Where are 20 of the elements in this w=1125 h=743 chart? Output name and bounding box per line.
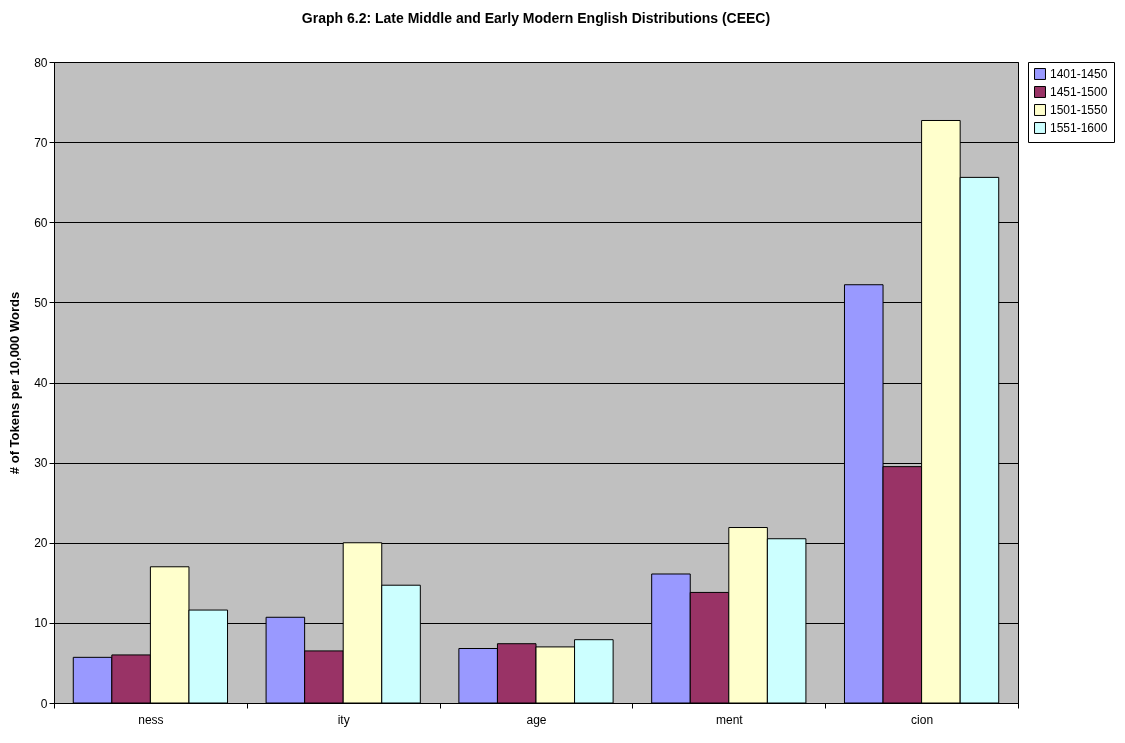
x-tick-label: age (526, 712, 547, 727)
y-tick-label: 10 (34, 616, 48, 631)
y-axis-title: # of Tokens per 10,000 Words (7, 291, 23, 475)
y-tick-label: 20 (34, 536, 48, 551)
legend-label: 1451-1500 (1050, 85, 1108, 99)
y-tick-label: 80 (34, 55, 48, 70)
y-tick-label: 0 (40, 696, 48, 711)
x-tick-label: ment (715, 712, 744, 727)
y-tick-label: 40 (34, 376, 48, 390)
y-tick-label: 30 (34, 456, 48, 471)
x-tick-label: cion (911, 712, 934, 727)
legend-label: 1501-1550 (1050, 103, 1108, 117)
legend-label: 1551-1600 (1050, 121, 1108, 135)
y-tick-label: 50 (34, 295, 48, 310)
x-tick-label: ness (138, 712, 164, 727)
legend-label: 1401-1450 (1050, 67, 1108, 81)
x-tick-label: ity (337, 712, 350, 727)
chart-title: Graph 6.2: Late Middle and Early Modern English Distributions (CEEC) (301, 10, 771, 26)
y-tick-label: 60 (34, 215, 48, 230)
y-tick-label: 70 (34, 135, 48, 150)
